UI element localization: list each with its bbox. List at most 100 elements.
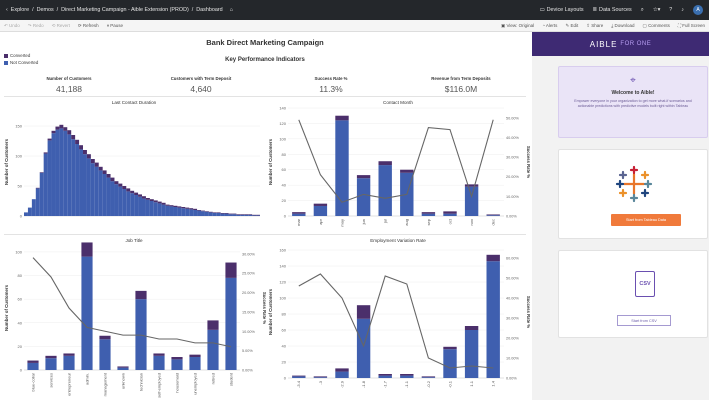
bar-converted bbox=[193, 208, 198, 210]
chart-last-contact-duration[interactable]: Last Contact Duration Number of Customers… bbox=[2, 98, 266, 234]
x-tick-label: mar bbox=[296, 218, 301, 226]
pause-button[interactable]: ⏸ Pause bbox=[106, 23, 123, 28]
refresh-button[interactable]: ⟳ Refresh bbox=[77, 22, 99, 28]
bar-converted bbox=[45, 355, 57, 359]
breadcrumb-workbook[interactable]: Direct Marketing Campaign - Aible Extens… bbox=[61, 7, 189, 13]
bar-converted bbox=[356, 175, 371, 179]
legend-label-converted: Converted bbox=[10, 53, 31, 58]
alerts-label: Alerts bbox=[545, 23, 558, 28]
bar-converted bbox=[228, 213, 233, 215]
bar-converted bbox=[181, 207, 186, 209]
bar-converted bbox=[185, 207, 190, 209]
start-csv-button[interactable]: Start from CSV bbox=[617, 315, 671, 326]
bar-not-converted bbox=[464, 330, 479, 378]
comments-button[interactable]: ▢ Comments bbox=[642, 22, 670, 28]
bar-not-converted bbox=[400, 375, 414, 378]
bar-converted bbox=[464, 184, 479, 187]
bar-not-converted bbox=[71, 139, 76, 216]
bar-converted bbox=[67, 130, 72, 135]
bar-converted bbox=[55, 126, 60, 130]
bar-converted bbox=[142, 196, 146, 199]
bar-not-converted bbox=[292, 213, 306, 216]
bar-not-converted bbox=[204, 211, 209, 216]
kpi-label: Success Rate % bbox=[314, 76, 348, 81]
search-icon[interactable]: ⌕ bbox=[640, 6, 644, 13]
csv-file-icon: CSV bbox=[635, 271, 655, 297]
bar-converted bbox=[83, 150, 87, 155]
bar-not-converted bbox=[27, 207, 32, 216]
y-tick-label: 100 bbox=[15, 154, 22, 159]
bar-not-converted bbox=[114, 184, 119, 216]
y2-tick-label: 10.00% bbox=[506, 357, 520, 361]
bar-not-converted bbox=[138, 196, 142, 216]
chart-job-title[interactable]: Job Title Number of Customers 0 20 40 60 80 100… bbox=[2, 236, 266, 400]
x-tick-label: admin. bbox=[84, 373, 89, 385]
bar-not-converted bbox=[208, 212, 213, 216]
device-layouts-button[interactable]: ▭ Device Layouts bbox=[540, 7, 584, 13]
undo-button[interactable]: ↶ Undo bbox=[4, 22, 20, 28]
download-button[interactable]: ⤓ Download bbox=[611, 23, 635, 28]
bar-not-converted bbox=[244, 214, 249, 216]
legend-item-converted[interactable]: Converted bbox=[4, 52, 38, 59]
star-icon[interactable]: ☆▾ bbox=[652, 7, 661, 13]
chart-employment-variation-rate[interactable]: Employment Variation Rate Number of Custo… bbox=[266, 236, 530, 400]
bar-converted bbox=[240, 214, 245, 215]
full-screen-button[interactable]: ⛶ Full Screen bbox=[677, 23, 705, 28]
bar-not-converted bbox=[161, 204, 166, 216]
bar-not-converted bbox=[189, 357, 201, 370]
breadcrumb-explore[interactable]: Explore bbox=[10, 7, 30, 13]
bar-converted bbox=[421, 376, 436, 378]
bar-not-converted bbox=[486, 261, 500, 378]
share-button[interactable]: ⇪ Share bbox=[586, 22, 604, 28]
home-icon[interactable]: ⌂ bbox=[229, 7, 233, 13]
y2-tick-label: 30.00% bbox=[242, 252, 256, 256]
legend-item-not-converted[interactable]: Not Converted bbox=[4, 59, 38, 66]
x-tick-label: self-employed bbox=[156, 373, 161, 398]
help-icon[interactable]: ? bbox=[669, 7, 673, 13]
bar-not-converted bbox=[81, 256, 93, 370]
kpi-value: 41,188 bbox=[56, 84, 82, 94]
bar-converted bbox=[224, 213, 229, 214]
data-sources-button[interactable]: ≣ Data Sources bbox=[593, 7, 632, 13]
x-tick-label: nov bbox=[469, 219, 474, 225]
y2-axis-label: Success Rate % bbox=[526, 146, 530, 178]
view-original-button[interactable]: ▣ View: Original bbox=[500, 22, 535, 28]
avatar[interactable]: A bbox=[693, 5, 703, 15]
bar-not-converted bbox=[356, 318, 371, 378]
bar-converted bbox=[118, 183, 123, 187]
kpi-revenue: Revenue from Term Deposits $116.0M bbox=[396, 76, 526, 94]
y2-tick-label: 30.00% bbox=[506, 156, 520, 160]
bar-converted bbox=[169, 205, 174, 207]
divider bbox=[4, 234, 526, 235]
bar-converted bbox=[157, 201, 162, 204]
bar-converted bbox=[292, 212, 306, 214]
csv-card: CSV Start from CSV bbox=[558, 250, 708, 338]
alerts-button[interactable]: ◔ Alerts bbox=[542, 23, 558, 28]
y2-axis-label: Success Rate % bbox=[262, 292, 266, 324]
back-icon[interactable]: ‹ bbox=[6, 7, 8, 13]
bar-converted bbox=[153, 200, 158, 203]
notifications-icon[interactable]: ♪ bbox=[681, 7, 684, 13]
redo-button[interactable]: ↷ Redo bbox=[27, 22, 44, 28]
edit-button[interactable]: ✎ Edit bbox=[565, 22, 579, 28]
bar-converted bbox=[201, 210, 205, 212]
bar-not-converted bbox=[185, 208, 190, 216]
x-tick-label: entrepreneur bbox=[66, 372, 71, 396]
start-tableau-button[interactable]: Start from Tableau Data bbox=[611, 214, 681, 226]
revert-button[interactable]: ⟲ Revert bbox=[51, 22, 70, 28]
chart-contact-month[interactable]: Contact Month Number of Customers 0 20 40 60 8… bbox=[266, 98, 530, 234]
y2-tick-label: 5.00% bbox=[242, 349, 253, 353]
bar-converted bbox=[212, 212, 217, 213]
breadcrumb-demos[interactable]: Demos bbox=[36, 7, 54, 13]
welcome-title: Welcome to Aible! bbox=[611, 90, 655, 96]
y2-tick-label: 30.00% bbox=[506, 317, 520, 321]
bar-converted bbox=[47, 138, 52, 141]
x-tick-label: -0.1 bbox=[447, 380, 452, 388]
bar-not-converted bbox=[79, 149, 83, 216]
bar-converted bbox=[135, 290, 147, 300]
y2-tick-label: 15.00% bbox=[242, 310, 256, 314]
y2-tick-label: 40.00% bbox=[506, 297, 520, 301]
bar-converted bbox=[117, 366, 129, 368]
bar-not-converted bbox=[47, 140, 52, 216]
dashboard: Bank Direct Marketing Campaign Converted… bbox=[0, 32, 530, 400]
